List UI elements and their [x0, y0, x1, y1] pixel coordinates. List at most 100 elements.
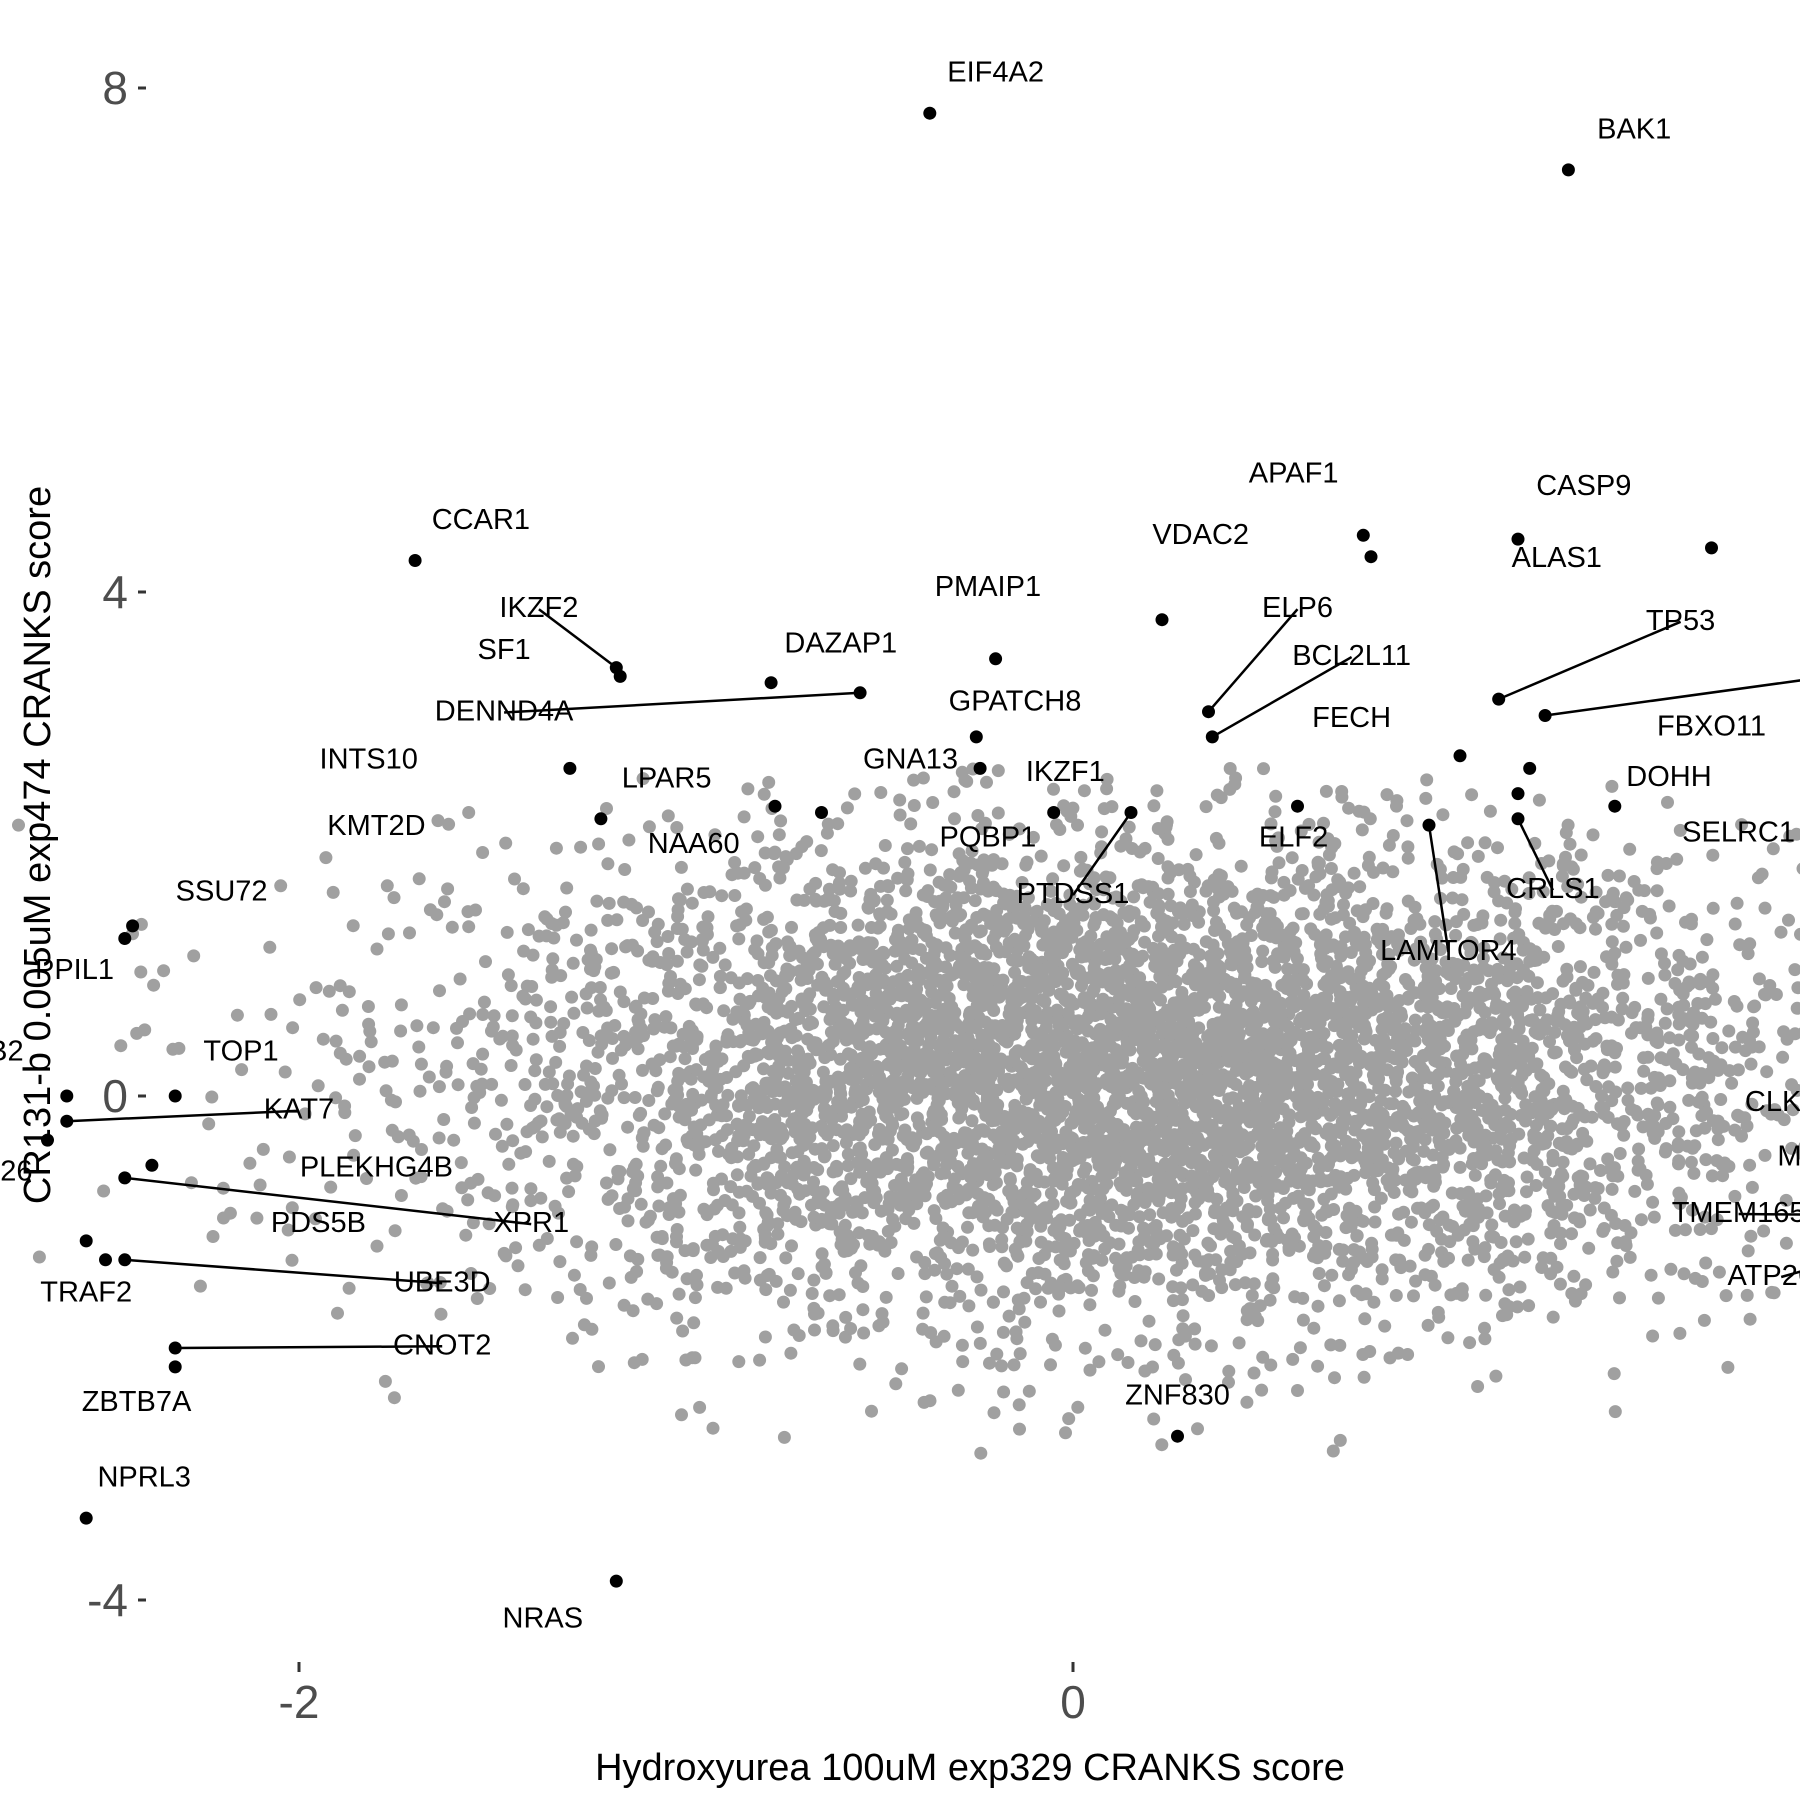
background-point	[756, 1084, 770, 1098]
background-point	[1350, 1229, 1364, 1243]
background-point	[887, 975, 901, 989]
background-point	[980, 775, 993, 789]
background-point	[552, 1206, 565, 1220]
background-point	[1570, 1051, 1584, 1065]
background-point	[1001, 1078, 1015, 1091]
background-point	[792, 1329, 806, 1342]
background-point	[1296, 1313, 1310, 1327]
background-point	[1646, 1195, 1660, 1209]
background-point	[1730, 896, 1744, 910]
background-point	[1716, 1169, 1730, 1183]
background-point	[462, 920, 476, 934]
background-point	[329, 1091, 343, 1105]
background-point	[1155, 1438, 1169, 1452]
background-point	[791, 1267, 805, 1281]
background-point	[1683, 957, 1697, 971]
background-point	[378, 1374, 392, 1388]
background-point	[856, 1280, 870, 1293]
background-point	[1311, 1151, 1325, 1165]
background-point	[947, 785, 961, 799]
background-point	[971, 809, 985, 822]
background-point	[1153, 970, 1167, 984]
background-point	[331, 1306, 344, 1320]
background-point	[263, 940, 277, 954]
background-point	[728, 856, 742, 869]
background-point	[562, 1185, 576, 1199]
background-point	[1548, 923, 1562, 936]
background-point	[1661, 795, 1674, 809]
background-point	[1551, 1009, 1565, 1023]
background-point	[1214, 869, 1228, 883]
background-point	[680, 945, 694, 959]
background-point	[1259, 1049, 1273, 1063]
background-point	[235, 1063, 249, 1077]
background-point	[836, 1024, 850, 1038]
background-point	[1161, 832, 1175, 846]
background-point	[1123, 1208, 1137, 1222]
background-point	[880, 893, 894, 907]
background-point	[1444, 1288, 1458, 1302]
background-point	[774, 814, 788, 828]
background-point	[353, 1072, 366, 1086]
background-point	[987, 1042, 1001, 1055]
background-point	[1027, 1167, 1041, 1181]
background-point	[333, 979, 347, 993]
background-point	[394, 1189, 408, 1202]
background-point	[387, 1391, 401, 1405]
background-point	[1059, 1426, 1072, 1440]
background-point	[893, 793, 907, 807]
background-point	[992, 1141, 1006, 1155]
background-point	[1086, 1269, 1100, 1283]
background-point	[1175, 1293, 1189, 1307]
background-point	[518, 992, 532, 1006]
background-point	[739, 902, 753, 916]
background-point	[662, 947, 676, 960]
background-point	[1640, 1177, 1654, 1191]
background-point	[134, 965, 148, 979]
background-point	[1077, 991, 1091, 1005]
background-point	[826, 1319, 840, 1333]
background-point	[697, 1202, 711, 1216]
background-point	[1390, 1069, 1404, 1083]
background-point	[1556, 974, 1570, 988]
background-point	[1573, 1107, 1587, 1121]
background-point	[1056, 988, 1070, 1002]
background-point	[897, 1092, 911, 1106]
background-point	[1261, 1126, 1275, 1140]
background-point	[973, 1336, 987, 1350]
background-point	[1012, 954, 1025, 968]
background-point	[1216, 1214, 1230, 1228]
background-point	[464, 1267, 478, 1280]
background-point	[777, 1295, 790, 1309]
background-point	[1559, 826, 1573, 840]
background-point	[1083, 1363, 1097, 1377]
background-point	[600, 1176, 613, 1190]
background-point	[413, 1084, 427, 1098]
background-point	[1565, 1287, 1579, 1300]
background-point	[1375, 1263, 1389, 1277]
background-point	[535, 1130, 549, 1144]
background-point	[506, 1134, 520, 1148]
background-point	[32, 1250, 46, 1264]
background-point	[1554, 1226, 1568, 1240]
background-point	[1571, 877, 1585, 891]
background-point	[1659, 857, 1673, 870]
background-point	[1446, 1220, 1460, 1233]
background-point	[717, 1004, 731, 1018]
background-point	[852, 1144, 866, 1158]
background-point	[499, 836, 513, 850]
background-point	[706, 950, 720, 964]
background-point	[839, 1310, 853, 1324]
background-point	[1766, 842, 1780, 856]
background-point	[1087, 918, 1101, 932]
background-point	[540, 1100, 554, 1114]
background-point	[1595, 1089, 1608, 1103]
background-point	[1777, 1113, 1791, 1127]
background-point	[1306, 1139, 1320, 1153]
background-point	[1383, 1351, 1397, 1365]
background-point	[1228, 1278, 1242, 1292]
background-point	[590, 894, 604, 908]
background-point	[1623, 1250, 1637, 1264]
background-point	[1582, 1241, 1596, 1255]
background-point	[690, 1278, 704, 1292]
